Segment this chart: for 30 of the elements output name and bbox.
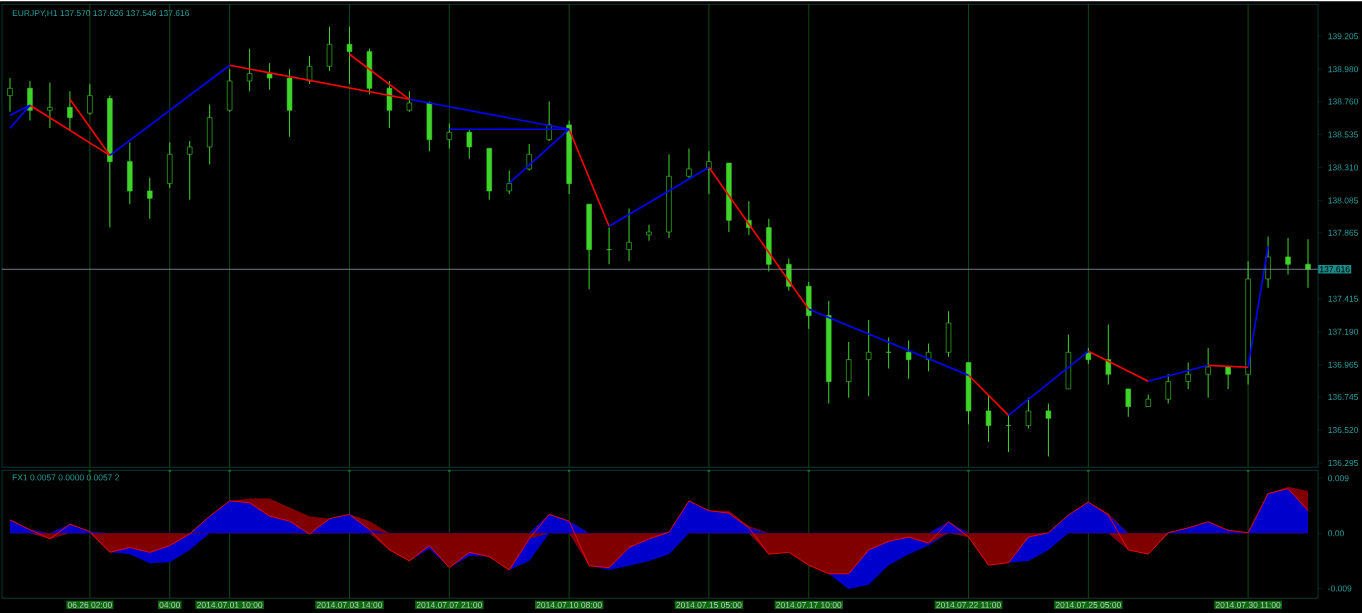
y-tick-label: 137.190 [1328, 328, 1359, 335]
y-tick-label: 138.535 [1328, 131, 1359, 138]
x-tick-label: 2014.07.17 10:00 [776, 601, 842, 608]
y-tick-label: 138.980 [1328, 66, 1359, 73]
y-tick-label: 136.745 [1328, 393, 1359, 400]
y-tick-label: 138.085 [1328, 197, 1359, 204]
y-tick-label: 136.520 [1328, 426, 1359, 433]
x-tick-label: 2014.07.30 11:00 [1215, 601, 1281, 608]
chart-title: FX1 0.0057 0.0000 0.0057 2 [12, 474, 120, 481]
y-tick-label: 0.00 [1328, 530, 1344, 537]
ref-line-label: 137.616 [1320, 266, 1350, 273]
x-tick-label: 2014.07.03 14:00 [316, 601, 383, 608]
y-tick-label: -0.009 [1328, 585, 1352, 592]
x-tick-label: 2014.07.25 05:00 [1055, 601, 1121, 608]
y-tick-label: 136.295 [1328, 459, 1359, 466]
y-tick-label: 139.205 [1328, 33, 1359, 40]
x-tick-label: 2014.07.15 05:00 [676, 601, 742, 608]
x-tick-label: 04:00 [159, 601, 181, 608]
x-tick-label: 2014.07.07 21:00 [416, 601, 482, 608]
x-tick-label: 2014.07.01 10:00 [197, 601, 263, 608]
x-tick-label: 2014.07.22 11:00 [936, 601, 1001, 608]
y-tick-label: 0.009 [1328, 475, 1349, 482]
y-tick-label: 136.965 [1328, 361, 1359, 368]
y-tick-label: 137.865 [1328, 229, 1359, 236]
y-tick-label: 138.760 [1328, 98, 1359, 105]
text: EURJPY,H1 137.570 137.626 137.546 137.616 [12, 9, 190, 17]
x-tick-label: 06.26 02:00 [67, 601, 112, 608]
y-tick-label: 138.310 [1328, 164, 1359, 171]
x-tick-label: 2014.07.10 08:00 [536, 601, 602, 608]
y-tick-label: 137.415 [1328, 295, 1359, 302]
